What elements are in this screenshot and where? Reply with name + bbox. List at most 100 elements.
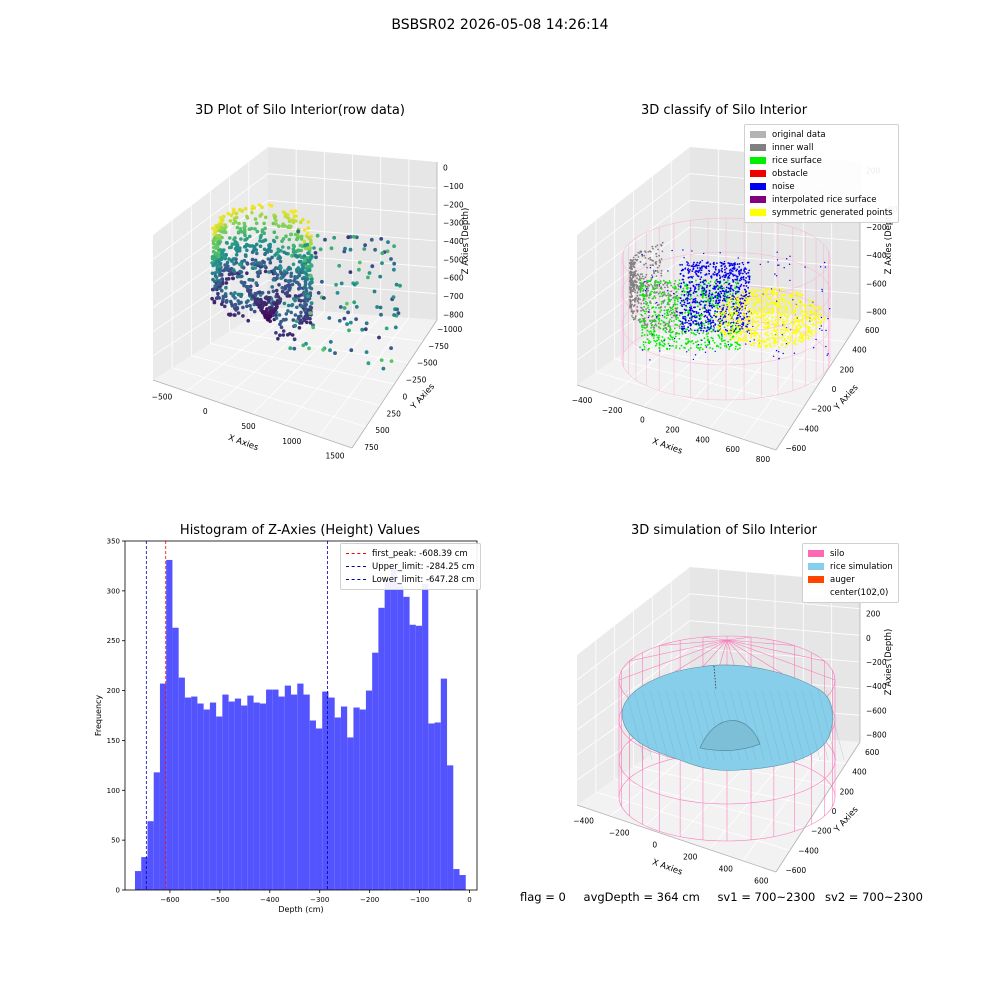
p1-point	[239, 263, 243, 267]
p1-point	[232, 262, 236, 266]
p1-point	[272, 268, 277, 273]
p2-point	[670, 290, 673, 293]
p2-point	[663, 324, 665, 327]
p1-point	[273, 216, 277, 220]
p2-point	[643, 254, 646, 257]
p1-point	[284, 292, 289, 296]
p1-point	[245, 271, 249, 276]
panel1-title: 3D Plot of Silo Interior(row data)	[195, 103, 405, 118]
p1-point	[245, 236, 249, 241]
p2-point	[670, 298, 673, 301]
p2-point	[646, 281, 649, 284]
p1-point	[295, 269, 299, 274]
p2-point	[630, 287, 633, 289]
p1-ytick-label: 250	[387, 409, 402, 418]
p1-point	[303, 304, 307, 308]
p1-point	[241, 314, 245, 318]
p1-point	[220, 302, 224, 307]
p2-point	[631, 259, 634, 262]
p2-point	[663, 343, 666, 346]
p1-point	[253, 266, 258, 270]
p2-point	[637, 302, 640, 304]
p2-point	[678, 327, 681, 329]
p1-point	[236, 230, 241, 235]
p2-point	[652, 314, 654, 317]
p1-point	[369, 237, 374, 242]
p2-point	[648, 315, 651, 317]
p2-point	[635, 283, 638, 286]
p1-point	[297, 273, 302, 278]
p1-point	[293, 323, 298, 328]
p1-point	[271, 221, 276, 226]
p1-point	[220, 226, 225, 230]
p1-point	[277, 301, 282, 305]
p1-point	[233, 291, 237, 295]
p1-point	[217, 241, 221, 246]
p1-point	[300, 263, 305, 268]
p1-point	[223, 304, 227, 309]
p2-point	[654, 261, 657, 264]
p2-point	[656, 244, 659, 247]
p2-point	[710, 336, 713, 339]
p1-point	[346, 235, 351, 240]
p1-point	[303, 258, 307, 263]
p2-point	[629, 264, 632, 267]
p1-point	[386, 240, 390, 245]
p2-point	[739, 344, 741, 347]
p1-point	[294, 319, 299, 324]
p1-point	[279, 325, 284, 330]
p2-point	[664, 323, 667, 325]
p1-point	[379, 312, 383, 317]
p2-point	[731, 324, 734, 327]
p2-point	[631, 315, 633, 317]
p1-point	[255, 302, 259, 307]
p2-point	[653, 295, 656, 298]
p1-point	[224, 300, 229, 304]
p1-point	[217, 233, 222, 238]
p1-point	[308, 311, 313, 316]
p2-point	[644, 257, 647, 259]
p1-point	[392, 244, 396, 249]
p1-ytick-label: −1000	[437, 325, 463, 334]
p2-point	[670, 320, 673, 323]
p2-point	[629, 276, 632, 279]
p1-point	[223, 223, 227, 227]
p1-point	[299, 248, 304, 253]
p1-floor-pane	[153, 307, 437, 448]
p1-point	[225, 260, 230, 265]
p2-point	[658, 344, 661, 346]
p2-point	[716, 344, 719, 347]
p2-point	[632, 256, 635, 259]
p2-point	[632, 275, 635, 277]
p1-point	[286, 246, 291, 250]
p1-ytick-label: 750	[364, 443, 379, 452]
p1-point	[268, 260, 273, 265]
p1-point	[292, 214, 297, 219]
p2-point	[651, 259, 654, 262]
p2-point	[666, 286, 669, 288]
p2-point	[730, 343, 732, 346]
p2-point	[665, 294, 668, 297]
p2-point	[633, 284, 636, 287]
p2-point	[659, 343, 662, 346]
p2-point	[649, 293, 652, 296]
p2-point	[683, 346, 685, 349]
p2-point	[716, 306, 719, 309]
p2-point	[651, 321, 653, 323]
p1-point	[295, 275, 299, 280]
p2-point	[713, 281, 716, 284]
p2-ytick-label: 400	[852, 346, 867, 355]
p1-xtick-label: 1500	[325, 452, 344, 461]
p2-point	[707, 298, 710, 301]
p1-point	[245, 261, 249, 265]
p4-ytick-label: −400	[798, 846, 819, 855]
p2-point	[632, 265, 635, 268]
p1-point	[373, 247, 377, 252]
p1-point	[234, 253, 239, 257]
p2-point	[711, 303, 714, 305]
p2-point	[672, 297, 674, 299]
p1-ztick-label: −700	[443, 292, 464, 301]
p1-point	[217, 254, 221, 259]
p1-points	[210, 203, 402, 371]
